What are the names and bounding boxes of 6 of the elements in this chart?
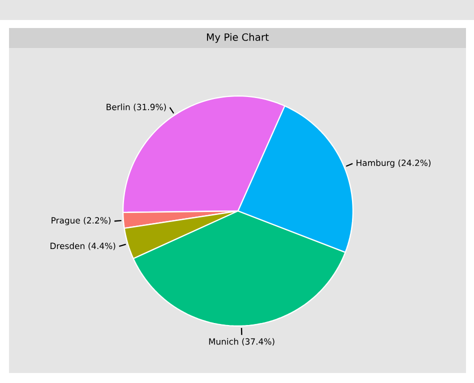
slice-label: Prague (2.2%) [52, 217, 110, 226]
slice-label: Hamburg (24.2%) [356, 159, 431, 168]
slice-label: Dresden (4.4%) [50, 242, 116, 250]
slice-label: Berlin (31.9%) [106, 104, 166, 112]
slice-label: Munich (37.4%) [209, 338, 274, 346]
chart-title: My Pie Chart [207, 33, 269, 43]
